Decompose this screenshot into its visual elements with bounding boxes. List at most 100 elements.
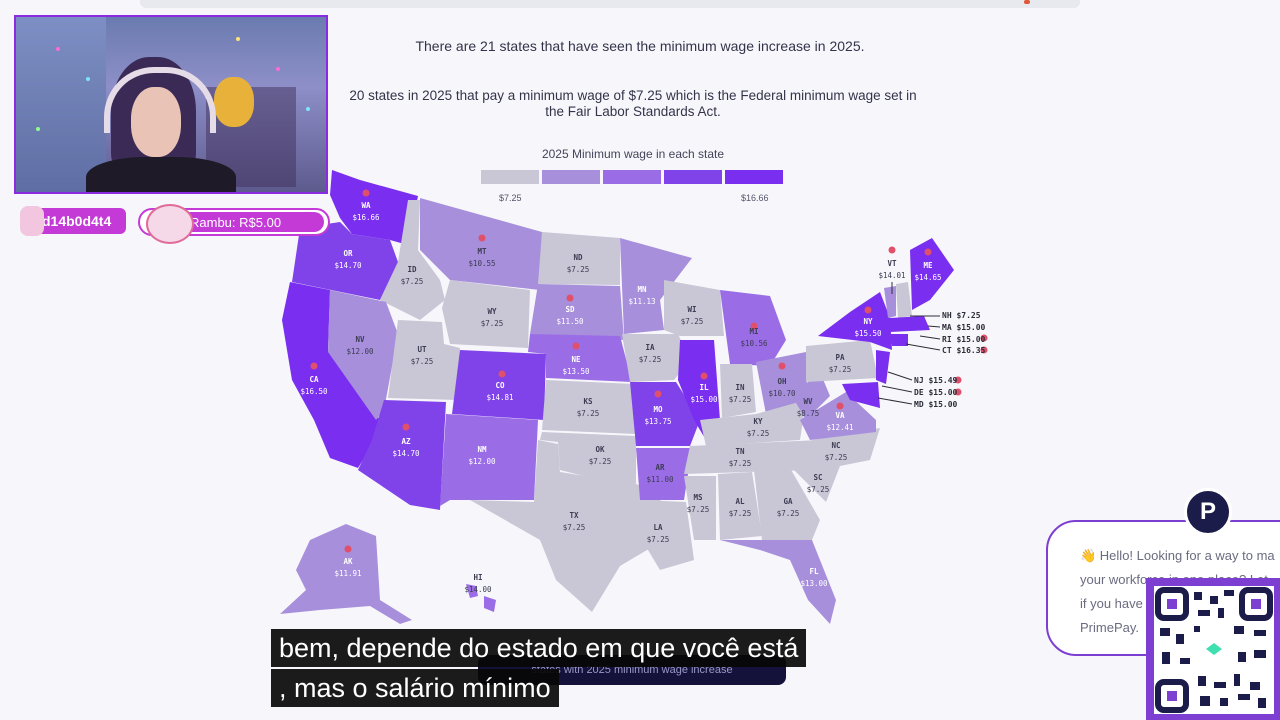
state-shape-TX[interactable] <box>470 440 664 612</box>
legend-title: 2025 Minimum wage in each state <box>541 147 725 161</box>
state-shape-MA[interactable] <box>890 316 930 332</box>
state-shape-VA[interactable] <box>800 392 876 440</box>
state-abbr-MS: MS <box>693 493 703 502</box>
state-wage-OR: $14.70 <box>334 261 362 270</box>
state-shape-LA[interactable] <box>640 500 694 570</box>
state-wage-MS: $7.25 <box>687 505 710 514</box>
increase-marker-SD <box>566 294 574 302</box>
state-shape-NM[interactable] <box>440 414 538 506</box>
state-shape-NE[interactable] <box>528 334 632 382</box>
state-abbr-WI: WI <box>687 305 696 314</box>
state-shape-TN[interactable] <box>684 440 820 474</box>
state-shape-KY[interactable] <box>700 400 806 446</box>
increase-marker-RI <box>980 334 988 342</box>
state-abbr-AZ: AZ <box>401 437 411 446</box>
state-wage-OH: $10.70 <box>768 389 796 398</box>
state-shape-NC[interactable] <box>800 428 880 470</box>
state-shape-KS[interactable] <box>542 380 636 434</box>
state-wage-LA: $7.25 <box>647 535 670 544</box>
state-shape-UT[interactable] <box>388 320 460 400</box>
increase-marker-ME <box>924 248 932 256</box>
state-shape-CA[interactable] <box>282 282 380 468</box>
state-shape-AL[interactable] <box>718 472 762 540</box>
state-shape-MN[interactable] <box>620 238 692 334</box>
state-shape-CT[interactable] <box>890 334 908 346</box>
state-shape-NJ[interactable] <box>876 350 890 384</box>
legend-swatch-3 <box>603 170 661 184</box>
increase-marker-IL <box>700 372 708 380</box>
state-abbr-CO: CO <box>495 381 505 390</box>
webcam-background <box>16 17 106 192</box>
state-shape-AR[interactable] <box>636 448 692 500</box>
state-abbr-NM: NM <box>477 445 487 454</box>
state-shape-NH[interactable] <box>896 282 912 318</box>
state-shape-HI[interactable] <box>466 584 478 598</box>
state-shape-OR[interactable] <box>292 222 398 300</box>
state-shape-NV[interactable] <box>328 290 398 420</box>
headline: There are 21 states that have seen the m… <box>415 38 865 54</box>
state-shape-AZ[interactable] <box>358 400 446 510</box>
state-shape-SC[interactable] <box>792 466 840 502</box>
increase-marker-NY <box>864 306 872 314</box>
state-shape-MS[interactable] <box>684 476 716 540</box>
state-wage-VA: $12.41 <box>826 423 853 432</box>
fairy-light <box>86 77 90 81</box>
state-shape-PA[interactable] <box>806 340 878 382</box>
sushi-icon <box>146 204 194 244</box>
state-shape-AK[interactable] <box>280 524 412 624</box>
state-shape-MO[interactable] <box>630 382 700 446</box>
increase-marker-AZ <box>402 423 410 431</box>
state-shape-VT[interactable] <box>884 286 896 318</box>
state-shape-WA[interactable] <box>330 170 418 245</box>
side-label-MA: MA $15.00 <box>942 323 986 332</box>
state-shape-ME[interactable] <box>910 238 954 310</box>
state-wage-FL: $13.00 <box>800 579 828 588</box>
state-wage-CO: $14.81 <box>486 393 513 402</box>
state-shape-ID[interactable] <box>380 200 445 320</box>
state-wage-WI: $7.25 <box>681 317 704 326</box>
state-shape-WV[interactable] <box>792 372 830 420</box>
increase-marker-NE <box>572 342 580 350</box>
state-wage-MI: $10.56 <box>740 339 768 348</box>
state-shape-NY[interactable] <box>818 292 892 350</box>
state-shape-MD[interactable] <box>842 382 880 408</box>
state-shape-CO[interactable] <box>452 350 546 420</box>
webcam-feed <box>14 15 328 194</box>
state-shape-MT[interactable] <box>420 198 542 290</box>
increase-marker-MT <box>478 234 486 242</box>
state-shape-IN[interactable] <box>720 364 756 418</box>
state-shape-IA[interactable] <box>622 334 690 382</box>
increase-marker-AK <box>344 545 352 553</box>
state-abbr-VA: VA <box>835 411 845 420</box>
increase-markers <box>310 189 988 553</box>
state-abbr-OR: OR <box>343 249 353 258</box>
state-abbr-GA: GA <box>783 497 793 506</box>
state-shape-IL[interactable] <box>678 340 720 440</box>
state-shape-SD[interactable] <box>530 284 624 340</box>
plush-toy <box>214 77 254 127</box>
state-abbr-NE: NE <box>571 355 581 364</box>
state-shape-WI[interactable] <box>664 280 724 336</box>
headphones-icon <box>104 67 216 133</box>
legend-min-label: $7.25 <box>499 193 522 203</box>
side-label-NH: NH $7.25 <box>942 311 981 320</box>
state-wage-IA: $7.25 <box>639 355 662 364</box>
state-shape-ND[interactable] <box>538 232 620 285</box>
state-shape-GA[interactable] <box>754 468 820 540</box>
state-wage-NM: $12.00 <box>468 457 496 466</box>
increase-marker-CT <box>980 346 988 354</box>
leader-lines <box>877 282 941 405</box>
state-wage-MT: $10.55 <box>468 259 495 268</box>
state-wage-CA: $16.50 <box>300 387 328 396</box>
state-wage-PA: $7.25 <box>829 365 852 374</box>
state-shape-FL[interactable] <box>720 540 836 624</box>
primepay-logo-icon[interactable]: P <box>1184 488 1232 536</box>
leader-line-MA <box>927 325 941 328</box>
state-shape-OK[interactable] <box>540 432 636 484</box>
state-shape-HI-2[interactable] <box>484 596 496 612</box>
state-abbr-ME: ME <box>923 261 933 270</box>
state-shape-WY[interactable] <box>442 280 530 348</box>
chat-line: 👋 Hello! Looking for a way to ma <box>1080 548 1275 563</box>
donation-alert: Rambu: R$5.00 <box>138 204 330 244</box>
increase-marker-MI <box>750 322 758 330</box>
